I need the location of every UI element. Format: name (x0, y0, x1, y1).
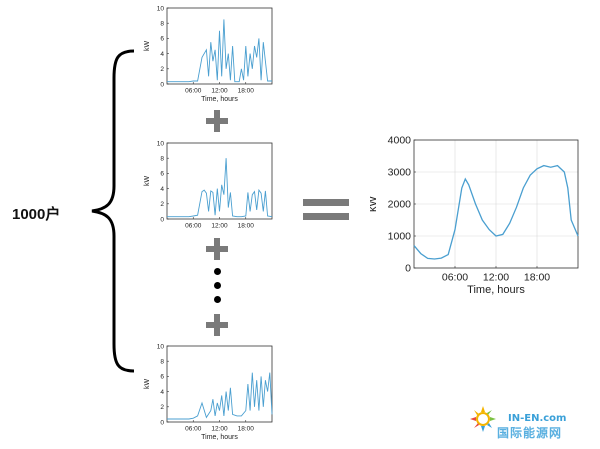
watermark-name: 国际能源网 (497, 426, 563, 440)
household-chart-1-ytick-label: 6 (160, 36, 164, 43)
household-chart-2-ytick-label: 2 (160, 201, 164, 208)
household-chart-3-ytick-label: 6 (160, 374, 164, 381)
aggregate-chart-xlabel: Time, hours (467, 284, 525, 296)
household-chart-3-ytick-label: 2 (160, 404, 164, 411)
aggregate-chart-ytick-label: 3000 (388, 167, 412, 179)
household-chart-1: 0 2 4 6 8 10 06:00 12:00 18:00 Time, hours kW (140, 2, 280, 106)
household-chart-1-ytick-label: 2 (160, 66, 164, 73)
equals-sign (303, 199, 349, 221)
aggregate-chart-ytick-label: 4000 (388, 135, 412, 147)
aggregate-chart-xtick-label: 18:00 (524, 272, 550, 284)
household-chart-2-ytick-label: 0 (160, 216, 164, 223)
ellipsis-dots (214, 268, 222, 310)
household-chart-3-xtick-label: 06:00 (185, 426, 202, 433)
household-chart-1-xtick-label: 06:00 (185, 88, 202, 95)
household-chart-2-ylabel: kW (144, 176, 151, 187)
household-chart-2-ytick-label: 6 (160, 171, 164, 178)
household-chart-1-frame (166, 7, 273, 85)
household-chart-1-xlabel: Time, hours (201, 96, 238, 103)
household-chart-2-xtick-label: 12:00 (211, 223, 228, 230)
household-chart-1-ytick-label: 10 (157, 5, 165, 12)
aggregate-chart-ytick-label: 2000 (388, 199, 412, 211)
aggregate-chart-grid (414, 139, 578, 269)
household-chart-3-xtick-label: 18:00 (238, 426, 255, 433)
watermark-logo (468, 404, 498, 434)
household-chart-1-ytick-label: 0 (160, 81, 164, 88)
plus-sign-3 (206, 314, 228, 336)
household-chart-3-ylabel: kW (144, 379, 151, 390)
household-chart-3-ytick-label: 0 (160, 419, 164, 426)
household-chart-3-xlabel: Time, hours (201, 434, 238, 441)
aggregate-chart-xtick-label: 12:00 (483, 272, 509, 284)
ellipsis-dot (214, 282, 221, 289)
household-chart-2-svg: 0 2 4 6 8 10 06:00 12:00 18:00 kW (144, 140, 273, 230)
household-chart-2-ytick-label: 8 (160, 155, 164, 162)
household-chart-2-ytick-label: 10 (157, 140, 165, 147)
household-chart-1-series-line (167, 19, 272, 83)
ellipsis-dot (214, 268, 221, 275)
household-brace (88, 48, 136, 373)
household-count-label: 1000户 (12, 206, 61, 223)
household-chart-1-xtick-label: 18:00 (238, 88, 255, 95)
aggregate-chart-series-line (413, 164, 579, 260)
household-chart-3-ytick-label: 10 (157, 343, 165, 350)
household-chart-1-xtick-label: 12:00 (211, 88, 228, 95)
aggregate-chart-ylabel: kW (370, 195, 379, 212)
household-chart-1-ytick-label: 8 (160, 20, 164, 27)
household-chart-3-xtick-label: 12:00 (211, 426, 228, 433)
aggregate-chart-xtick-label: 06:00 (442, 272, 468, 284)
household-chart-3: 0 2 4 6 8 10 06:00 12:00 18:00 Time, hours kW (140, 340, 280, 444)
household-chart-2-series-line (167, 158, 273, 218)
household-chart-3-ytick-label: 8 (160, 358, 164, 365)
household-chart-1-ytick-label: 4 (160, 51, 164, 58)
aggregate-chart-ytick-label: 0 (405, 263, 411, 275)
household-chart-2-xtick-label: 18:00 (238, 223, 255, 230)
aggregate-chart: 0 1000 2000 3000 4000 06:00 12:00 18:00 Time, ho… (367, 128, 590, 303)
household-chart-2-ytick-label: 4 (160, 186, 164, 193)
household-chart-3-ytick-label: 4 (160, 389, 164, 396)
household-chart-2-xtick-label: 06:00 (185, 223, 202, 230)
household-chart-3-series-line (167, 372, 273, 420)
ellipsis-dot (214, 296, 221, 303)
plus-sign-1 (206, 110, 228, 132)
plus-sign-2 (206, 238, 228, 260)
household-chart-2: 0 2 4 6 8 10 06:00 12:00 18:00 kW (140, 137, 280, 241)
aggregate-chart-ytick-label: 1000 (388, 231, 412, 243)
household-chart-1-ylabel: kW (144, 41, 151, 52)
watermark-brand: IN-EN.com (508, 413, 567, 424)
